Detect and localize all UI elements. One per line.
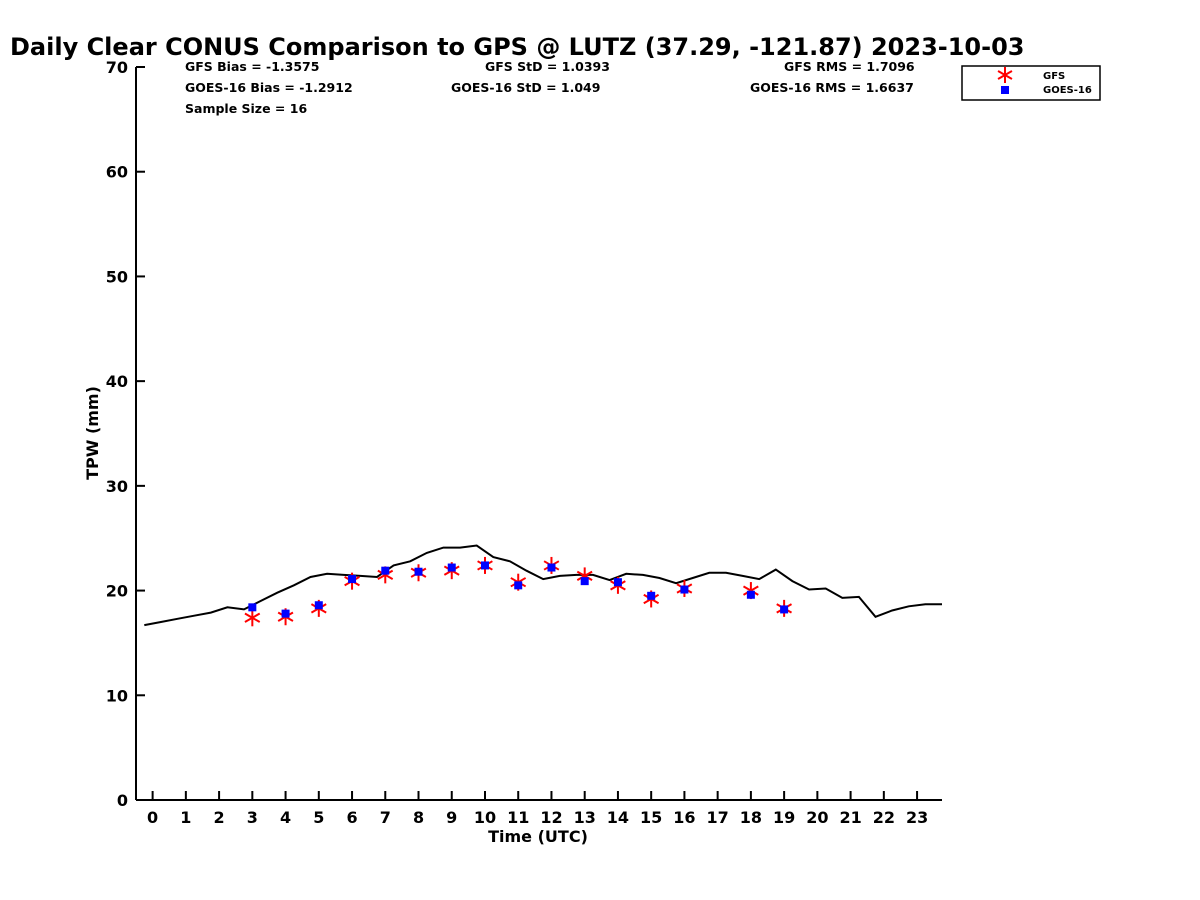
x-tick-label: 2 [214,808,225,827]
legend-goes-label: GOES-16 [1043,85,1092,96]
y-tick-label: 40 [106,372,128,391]
goes16-point [447,563,456,572]
legend-gfs-asterisk [997,67,1013,83]
y-tick-label: 20 [106,582,128,601]
stats-block: GFS Bias = -1.3575 GFS StD = 1.0393 GFS … [185,59,915,116]
x-tick-label: 16 [673,808,695,827]
goes16-point [281,609,290,618]
x-tick-label: 15 [640,808,662,827]
legend-goes-square [1001,86,1009,94]
x-tick-label: 23 [906,808,928,827]
goes16-point [514,581,523,590]
gps-tpw-line [144,544,942,627]
x-tick-label: 6 [346,808,357,827]
goes16-point [480,561,489,570]
x-tick-label: 5 [313,808,324,827]
x-tick-label: 10 [474,808,496,827]
x-tick-label: 0 [147,808,158,827]
y-tick-label: 30 [106,477,128,496]
y-tick-label: 60 [106,163,128,182]
goes16-point [613,578,622,587]
y-axis-label: TPW (mm) [83,386,102,480]
legend: GFS GOES-16 [961,65,1101,101]
x-tick-label: 14 [607,808,629,827]
goes16-point [248,603,257,612]
x-tick-label: 17 [707,808,729,827]
goes16-point [381,566,390,575]
x-tick-label: 3 [247,808,258,827]
x-ticks: 0 1 2 3 4 5 6 7 8 9 10 11 12 13 14 15 16 17 18 19 20 21 22 23 [147,791,928,827]
legend-box [961,65,1101,101]
x-tick-label: 20 [806,808,828,827]
goes-std-stat: GOES-16 StD = 1.049 [451,80,600,95]
goes16-point [348,575,357,584]
goes16-point [680,585,689,594]
x-tick-label: 13 [574,808,596,827]
x-tick-label: 11 [507,808,529,827]
x-tick-label: 9 [446,808,457,827]
goes16-point [414,567,423,576]
x-tick-label: 4 [280,808,291,827]
gfs-std-stat: GFS StD = 1.0393 [485,59,610,74]
goes16-point [780,605,789,614]
y-tick-label: 50 [106,267,128,286]
goes16-point [580,577,589,586]
goes-bias-stat: GOES-16 Bias = -1.2912 [185,80,353,95]
y-tick-label: 70 [106,58,128,77]
chart-title: Daily Clear CONUS Comparison to GPS @ LU… [10,33,1025,61]
x-tick-label: 8 [413,808,424,827]
gfs-bias-stat: GFS Bias = -1.3575 [185,59,319,74]
legend-gfs-marker [997,67,1013,83]
gfs-point [244,609,261,627]
axes [135,67,942,801]
x-tick-label: 21 [839,808,861,827]
y-tick-label: 0 [117,791,128,810]
x-tick-label: 7 [380,808,391,827]
x-tick-label: 12 [540,808,562,827]
gfs-rms-stat: GFS RMS = 1.7096 [784,59,915,74]
x-axis-label: Time (UTC) [488,827,588,846]
goes16-point [647,591,656,600]
series-layer [144,544,942,627]
goes16-point [547,563,556,572]
goes-rms-stat: GOES-16 RMS = 1.6637 [750,80,914,95]
y-tick-label: 10 [106,686,128,705]
legend-goes-marker [1001,86,1009,94]
legend-gfs-label: GFS [1043,71,1065,82]
goes16-point [314,601,323,610]
x-tick-label: 18 [740,808,762,827]
x-tick-label: 22 [873,808,895,827]
x-tick-label: 19 [773,808,795,827]
goes16-point [746,590,755,599]
y-ticks: 0 10 20 30 40 50 60 70 [106,58,145,810]
x-tick-label: 1 [180,808,191,827]
sample-size-stat: Sample Size = 16 [185,101,307,116]
